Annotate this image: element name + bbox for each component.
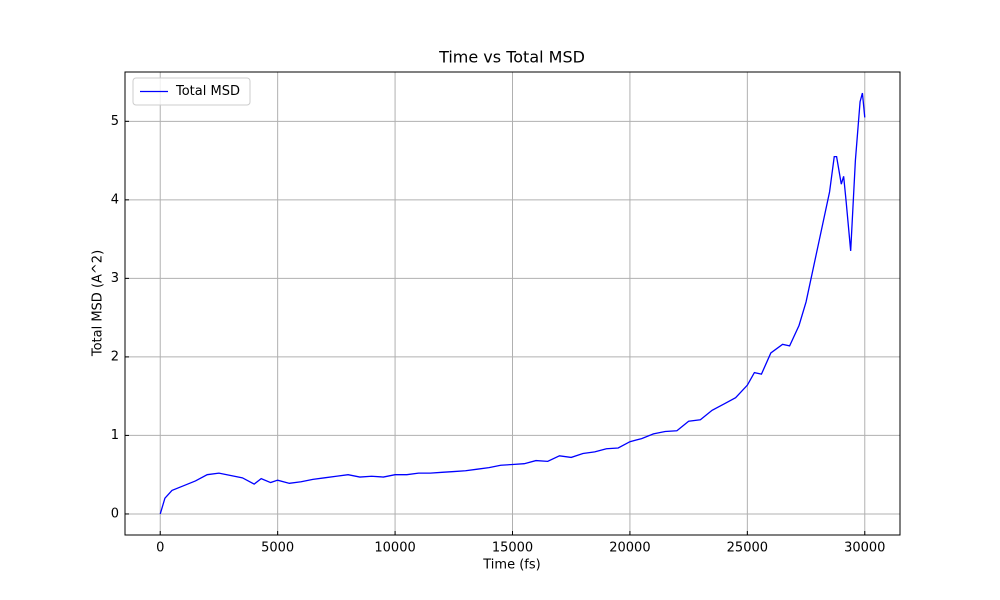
- x-tick-label: 20000: [609, 541, 650, 556]
- y-tick-label: 1: [111, 428, 119, 443]
- y-tick-label: 4: [111, 192, 119, 207]
- y-axis-label: Total MSD (A^2): [91, 250, 106, 357]
- chart-title: Time vs Total MSD: [438, 48, 585, 67]
- legend-label: Total MSD: [175, 84, 240, 99]
- x-tick-label: 30000: [844, 541, 885, 556]
- plot-frame: [124, 71, 901, 536]
- legend-box: [132, 77, 251, 106]
- x-tick-label: 5000: [261, 541, 294, 556]
- y-tick-label: 5: [111, 114, 119, 129]
- y-tick-label: 3: [111, 271, 119, 286]
- y-tick-label: 2: [111, 349, 119, 364]
- y-tick-label: 0: [111, 506, 119, 521]
- x-tick-label: 25000: [727, 541, 768, 556]
- x-tick-label: 15000: [492, 541, 533, 556]
- x-axis-label: Time (fs): [482, 558, 540, 573]
- x-tick-label: 10000: [374, 541, 415, 556]
- x-tick-label: 0: [156, 541, 164, 556]
- data-line: [159, 92, 866, 515]
